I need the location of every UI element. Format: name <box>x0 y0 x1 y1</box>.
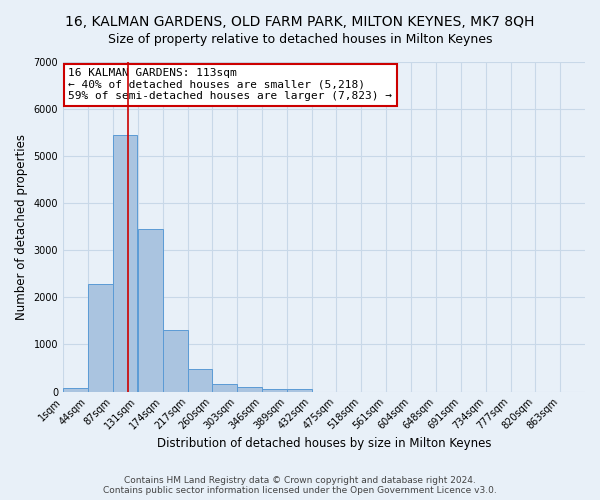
Bar <box>262 388 287 392</box>
Bar <box>63 388 88 392</box>
Text: Contains HM Land Registry data © Crown copyright and database right 2024.
Contai: Contains HM Land Registry data © Crown c… <box>103 476 497 495</box>
Bar <box>113 134 137 392</box>
X-axis label: Distribution of detached houses by size in Milton Keynes: Distribution of detached houses by size … <box>157 437 491 450</box>
Text: Size of property relative to detached houses in Milton Keynes: Size of property relative to detached ho… <box>108 32 492 46</box>
Bar <box>237 387 262 392</box>
Bar <box>188 370 212 392</box>
Bar <box>287 390 311 392</box>
Bar <box>138 229 163 392</box>
Text: 16 KALMAN GARDENS: 113sqm
← 40% of detached houses are smaller (5,218)
59% of se: 16 KALMAN GARDENS: 113sqm ← 40% of detac… <box>68 68 392 102</box>
Bar <box>88 284 113 392</box>
Text: 16, KALMAN GARDENS, OLD FARM PARK, MILTON KEYNES, MK7 8QH: 16, KALMAN GARDENS, OLD FARM PARK, MILTO… <box>65 15 535 29</box>
Bar <box>212 384 237 392</box>
Y-axis label: Number of detached properties: Number of detached properties <box>15 134 28 320</box>
Bar <box>163 330 188 392</box>
